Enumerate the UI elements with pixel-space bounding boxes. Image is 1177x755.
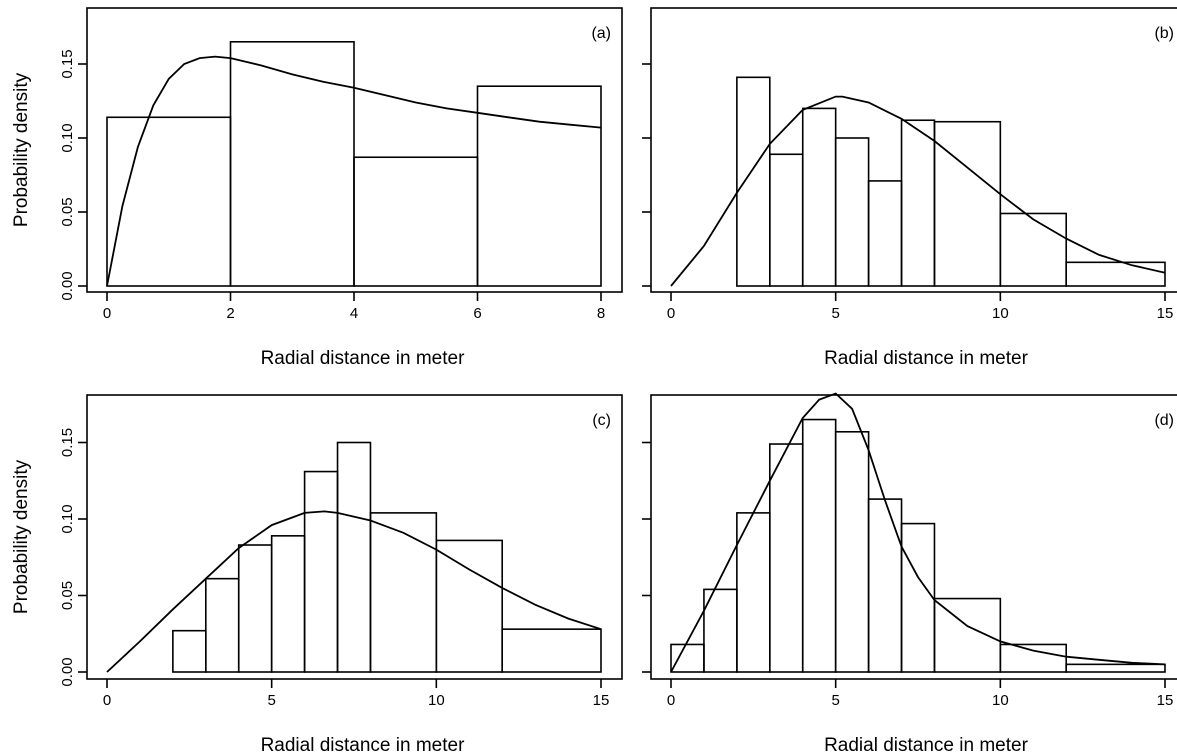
density-curve	[670, 392, 1166, 673]
x-tick-label: 15	[593, 692, 610, 709]
histogram-bar	[801, 107, 837, 287]
x-tick-label: 10	[992, 692, 1009, 709]
density-curve	[106, 55, 602, 287]
y-axis-title: Probability density	[11, 459, 32, 614]
x-tick-label: 0	[103, 305, 111, 322]
histogram-bar	[999, 643, 1067, 673]
panel-b: 0 5 10 15 (b) Radial distance in meter	[642, 7, 1177, 369]
x-tick-label: 0	[103, 692, 111, 709]
density-curve	[106, 510, 602, 673]
y-tick-label: 0.10	[59, 123, 76, 152]
y-tick-label: 0.15	[59, 49, 76, 78]
histogram-bar	[768, 153, 804, 287]
histogram-bar	[336, 441, 372, 673]
x-tick-label: 5	[267, 692, 275, 709]
histogram-bar	[999, 212, 1067, 287]
plot-frame	[650, 394, 1177, 680]
x-tick-label: 4	[350, 305, 358, 322]
x-tick-label: 0	[667, 305, 675, 322]
panel-c: 0 5 10 15 0.00 0.05 0.10 0.15 (c) Radial distance…	[11, 394, 623, 755]
y-tick-label: 0.10	[59, 504, 76, 533]
y-axis-title: Probability density	[11, 72, 32, 227]
x-tick-label: 5	[831, 305, 839, 322]
histogram-bar	[867, 498, 903, 673]
histogram-bar	[476, 85, 602, 287]
histogram-bar	[501, 628, 602, 673]
y-tick-label: 0.05	[59, 581, 76, 610]
histogram-bar	[172, 629, 207, 673]
x-tick-label: 15	[1157, 692, 1174, 709]
y-tick-label: 0.05	[59, 197, 76, 226]
panel-label: (d)	[1154, 412, 1174, 429]
histogram-bar	[435, 539, 504, 673]
x-tick-label: 2	[226, 305, 234, 322]
histogram-bar	[205, 577, 240, 673]
histogram-bar	[867, 180, 903, 287]
histogram-bar	[834, 430, 870, 673]
histogram-bar	[369, 512, 438, 673]
histogram-bar	[801, 418, 837, 673]
y-tick-label: 0.15	[59, 428, 76, 457]
histogram-bar	[270, 535, 306, 673]
x-axis-title: Radial distance in meter	[824, 735, 1028, 755]
x-axis-title: Radial distance in meter	[261, 348, 465, 369]
histogram-bar	[106, 116, 232, 287]
histogram-bar	[933, 597, 1002, 673]
panel-label: (a)	[591, 25, 611, 42]
histogram-bar	[237, 544, 273, 673]
histogram-bar	[900, 522, 936, 673]
y-tick-label: 0.00	[59, 657, 76, 686]
histogram-bar	[834, 137, 870, 287]
panel-label: (c)	[592, 412, 611, 429]
panel-a: 0 2 4 6 8 0.00 0.05 0.10 0.15 (a) Radial distance …	[11, 7, 623, 369]
histogram-bar	[670, 643, 705, 673]
histogram-bar	[1065, 261, 1166, 287]
plot-frame	[650, 7, 1177, 293]
x-tick-label: 5	[831, 692, 839, 709]
histogram-bar	[736, 76, 771, 287]
y-tick-label: 0.00	[59, 271, 76, 300]
histogram-bar	[768, 443, 804, 673]
x-tick-label: 15	[1157, 305, 1174, 322]
histogram-bar	[1065, 663, 1166, 673]
histogram-bar	[303, 470, 339, 673]
x-tick-label: 10	[992, 305, 1009, 322]
x-axis-title: Radial distance in meter	[824, 348, 1028, 369]
plot-frame	[86, 394, 623, 680]
x-axis-title: Radial distance in meter	[261, 735, 465, 755]
histogram-bar	[229, 40, 355, 287]
panel-label: (b)	[1154, 25, 1174, 42]
x-tick-label: 6	[473, 305, 481, 322]
x-tick-label: 8	[597, 305, 605, 322]
histogram-bar	[900, 119, 936, 287]
histogram-bar	[933, 120, 1002, 287]
histogram-bar	[353, 156, 479, 287]
x-tick-label: 0	[667, 692, 675, 709]
density-curve	[670, 95, 1166, 287]
x-tick-label: 10	[428, 692, 445, 709]
panel-d: 0 5 10 15 (d) Radial distance in meter	[642, 392, 1177, 755]
